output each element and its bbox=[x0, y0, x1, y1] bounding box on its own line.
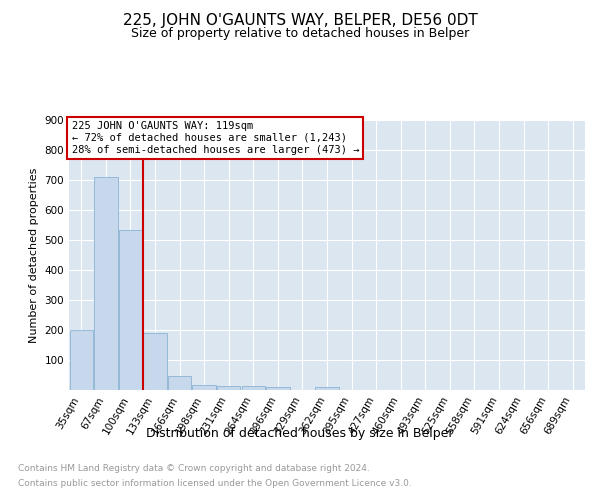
Bar bbox=[94, 177, 118, 390]
Bar bbox=[168, 376, 191, 390]
Text: Contains public sector information licensed under the Open Government Licence v3: Contains public sector information licen… bbox=[18, 479, 412, 488]
Bar bbox=[143, 333, 167, 390]
Text: Contains HM Land Registry data © Crown copyright and database right 2024.: Contains HM Land Registry data © Crown c… bbox=[18, 464, 370, 473]
Bar bbox=[193, 384, 216, 390]
Text: 225 JOHN O'GAUNTS WAY: 119sqm
← 72% of detached houses are smaller (1,243)
28% o: 225 JOHN O'GAUNTS WAY: 119sqm ← 72% of d… bbox=[71, 122, 359, 154]
Bar bbox=[119, 230, 142, 390]
Bar bbox=[266, 387, 290, 390]
Bar bbox=[316, 387, 338, 390]
Bar bbox=[217, 386, 241, 390]
Text: Size of property relative to detached houses in Belper: Size of property relative to detached ho… bbox=[131, 28, 469, 40]
Bar bbox=[242, 386, 265, 390]
Text: 225, JOHN O'GAUNTS WAY, BELPER, DE56 0DT: 225, JOHN O'GAUNTS WAY, BELPER, DE56 0DT bbox=[122, 12, 478, 28]
Bar bbox=[70, 330, 93, 390]
Text: Distribution of detached houses by size in Belper: Distribution of detached houses by size … bbox=[146, 428, 454, 440]
Y-axis label: Number of detached properties: Number of detached properties bbox=[29, 168, 39, 342]
